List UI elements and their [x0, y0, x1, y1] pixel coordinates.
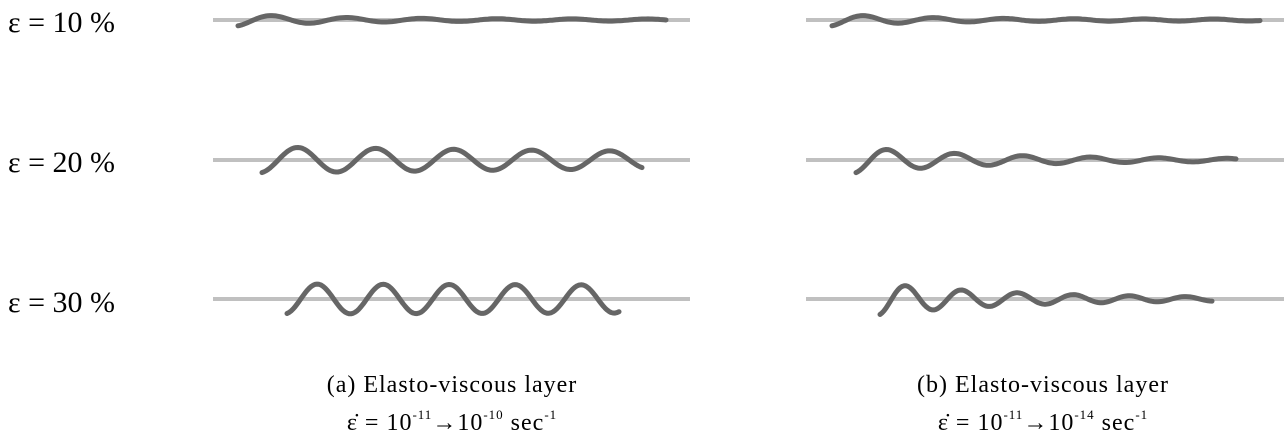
row-label: ε = 20 % [8, 146, 115, 179]
panel-title: (b) Elasto-viscous layer [917, 372, 1169, 398]
fold-curve [238, 16, 666, 26]
fold-curves [238, 16, 1260, 315]
baselines [213, 20, 1284, 299]
panel-title: (a) Elasto-viscous layer [327, 372, 578, 398]
strain-rate: ε̇ = 10-11→10-10 sec-1 [347, 407, 557, 436]
strain-rate: ε̇ = 10-11→10-14 sec-1 [938, 407, 1148, 436]
row-label: ε = 30 % [8, 286, 115, 319]
figure: ε = 10 % ε = 20 % ε = 30 % (a) Elasto-vi… [0, 0, 1285, 441]
fold-curve [832, 16, 1260, 26]
row-label: ε = 10 % [8, 6, 115, 39]
